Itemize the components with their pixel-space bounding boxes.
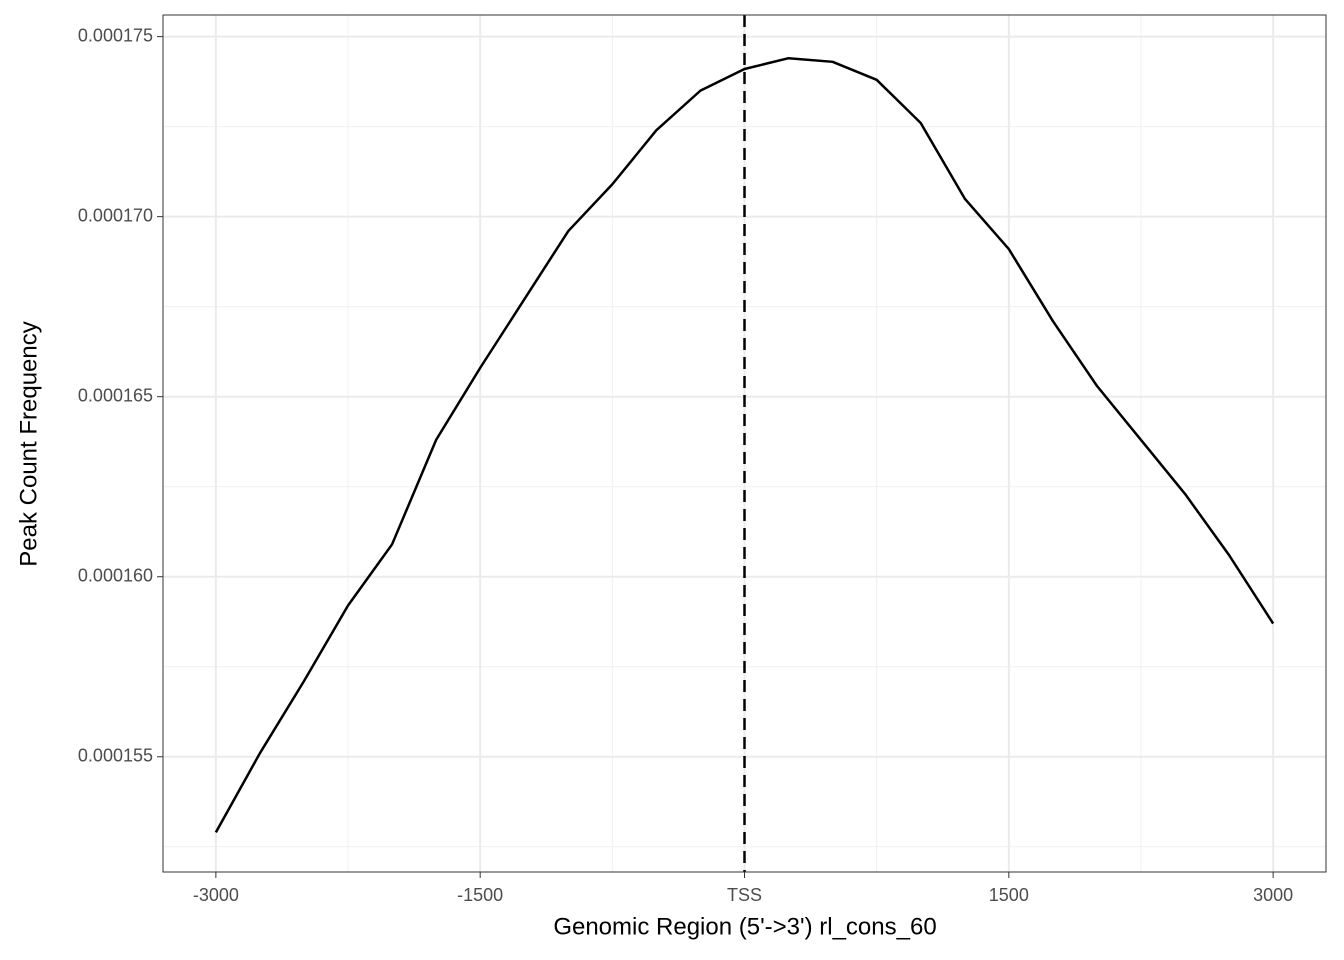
data-line <box>214 56 1275 833</box>
x-tick-label: -3000 <box>193 885 239 905</box>
x-tick-label: -1500 <box>457 885 503 905</box>
y-axis-title: Peak Count Frequency <box>15 321 42 566</box>
y-tick-label: 0.000175 <box>78 25 153 45</box>
y-tick-label: 0.000170 <box>78 205 153 225</box>
y-tick-label: 0.000155 <box>78 746 153 766</box>
x-tick-label: 1500 <box>989 885 1029 905</box>
plot-border <box>162 14 1327 873</box>
x-tick-label: 3000 <box>1253 885 1293 905</box>
y-tick-label: 0.000160 <box>78 565 153 585</box>
x-tick-label: TSS <box>727 885 762 905</box>
y-tick-label: 0.000165 <box>78 385 153 405</box>
x-axis-title: Genomic Region (5'->3') rl_cons_60 <box>553 913 936 940</box>
